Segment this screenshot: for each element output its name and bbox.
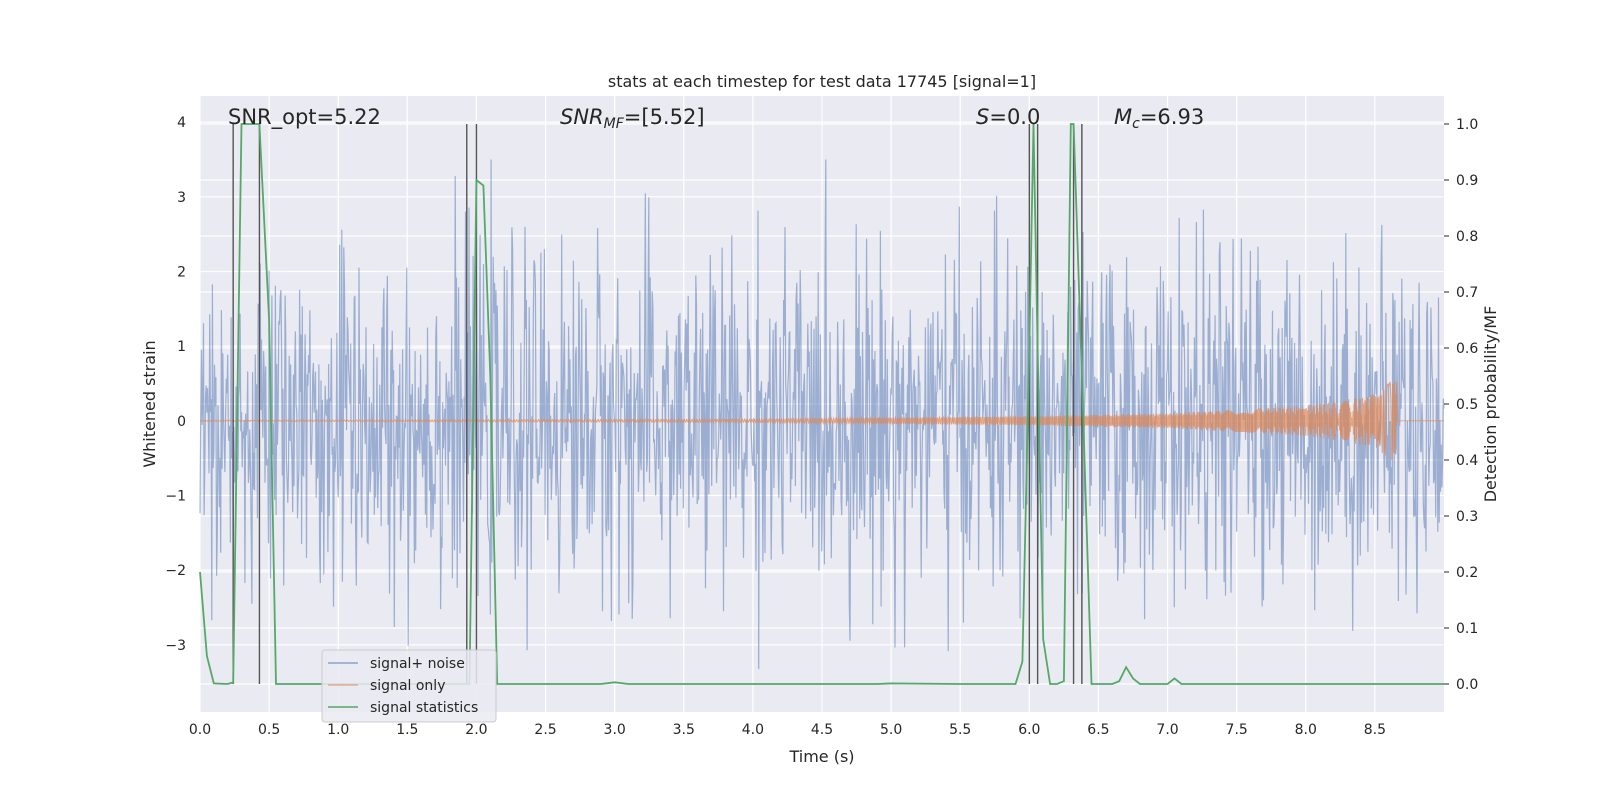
mc-base: M xyxy=(1114,105,1132,129)
snr-mf-value: =[5.52] xyxy=(624,105,705,129)
s-base: S xyxy=(976,105,989,129)
y-right-tick-label: 0.6 xyxy=(1456,341,1478,357)
signal-statistics-line xyxy=(199,123,1444,685)
x-tick-label: 0.0 xyxy=(189,722,211,738)
legend: signal+ noise signal only signal statist… xyxy=(321,649,497,723)
y-left-tick-label: −2 xyxy=(165,563,186,579)
y-right-tick-label: 0.8 xyxy=(1456,229,1478,245)
y-right-tick-label: 0.7 xyxy=(1456,285,1478,301)
snr-mf-base: SNR xyxy=(560,105,604,129)
y-left-tick-label: 0 xyxy=(177,414,186,430)
y-right-tick-label: 0.2 xyxy=(1456,565,1478,581)
signal-noise-series xyxy=(199,159,1445,670)
y-left-tick-label: 3 xyxy=(177,190,186,206)
x-tick-label: 0.5 xyxy=(258,722,280,738)
y-axis-label-right: Detection probability/MF xyxy=(1481,306,1500,503)
x-tick-label: 2.0 xyxy=(465,722,487,738)
y-right-tick-label: 0.0 xyxy=(1456,677,1478,693)
x-tick-label: 7.0 xyxy=(1156,722,1178,738)
legend-label-signal-statistics: signal statistics xyxy=(370,700,478,716)
annotation-snr-opt: SNR_opt=5.22 xyxy=(228,105,381,130)
y-left-axis-ticks: 4 3 2 1 0 −1 −2 −3 xyxy=(165,115,186,654)
y-left-tick-label: −1 xyxy=(165,488,186,504)
y-right-tick-label: 0.9 xyxy=(1456,173,1478,189)
y-right-tick-label: 0.4 xyxy=(1456,453,1478,469)
y-right-axis-ticks: 1.0 0.9 0.8 0.7 0.6 0.5 0.4 0.3 0.2 0.1 0.0 xyxy=(1444,117,1478,693)
x-tick-label: 3.0 xyxy=(604,722,626,738)
mc-subscript: c xyxy=(1132,116,1140,132)
annotation-s: S=0.0 xyxy=(976,105,1040,129)
x-tick-label: 6.5 xyxy=(1087,722,1109,738)
x-axis-ticks: 0.0 0.5 1.0 1.5 2.0 2.5 3.0 3.5 4.0 4.5 5.0 5.5 6.0 6… xyxy=(189,722,1386,738)
chart-title: stats at each timestep for test data 177… xyxy=(608,72,1036,91)
x-tick-label: 2.5 xyxy=(534,722,556,738)
x-tick-label: 8.5 xyxy=(1364,722,1386,738)
signal-noise-line xyxy=(199,159,1445,670)
x-tick-label: 5.5 xyxy=(949,722,971,738)
y-right-tick-label: 0.1 xyxy=(1456,621,1478,637)
signal-only-line xyxy=(199,381,1444,461)
annotation-mc: Mc=6.93 xyxy=(1114,105,1204,132)
s-value: =0.0 xyxy=(989,105,1040,129)
x-tick-label: 4.0 xyxy=(742,722,764,738)
legend-label-signal-only: signal only xyxy=(370,678,445,694)
y-right-tick-label: 0.5 xyxy=(1456,397,1478,413)
y-left-tick-label: 2 xyxy=(177,264,186,280)
y-left-tick-label: −3 xyxy=(165,638,186,654)
y-left-tick-label: 1 xyxy=(177,339,186,355)
signal-statistics-series xyxy=(199,123,1444,685)
y-right-tick-label: 0.3 xyxy=(1456,509,1478,525)
x-tick-label: 8.0 xyxy=(1295,722,1317,738)
snr-mf-subscript: MF xyxy=(604,116,625,132)
annotation-snr-mf: SNRMF=[5.52] xyxy=(560,105,705,132)
y-right-tick-label: 1.0 xyxy=(1456,117,1478,133)
x-tick-label: 3.5 xyxy=(673,722,695,738)
y-axis-label-left: Whitened strain xyxy=(140,340,159,467)
x-axis-label: Time (s) xyxy=(788,747,854,766)
x-tick-label: 6.0 xyxy=(1018,722,1040,738)
x-tick-label: 1.5 xyxy=(396,722,418,738)
x-tick-label: 4.5 xyxy=(811,722,833,738)
legend-label-signal-noise: signal+ noise xyxy=(370,656,465,672)
y-left-tick-label: 4 xyxy=(177,115,186,131)
x-tick-label: 5.0 xyxy=(880,722,902,738)
signal-only-series xyxy=(199,381,1444,461)
x-tick-label: 7.5 xyxy=(1226,722,1248,738)
mc-value: =6.93 xyxy=(1140,105,1204,129)
x-tick-label: 1.0 xyxy=(327,722,349,738)
legend-box xyxy=(321,649,497,723)
event-lines xyxy=(232,124,1083,684)
